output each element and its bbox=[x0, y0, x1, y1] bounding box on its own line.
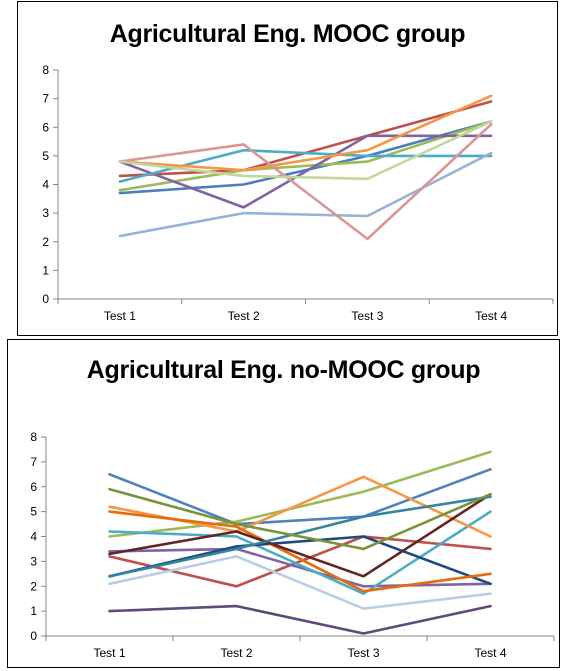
series-line-4 bbox=[108, 547, 492, 588]
y-tick-label: 7 bbox=[42, 92, 49, 106]
y-tick-label: 2 bbox=[42, 235, 49, 249]
x-tick-label: Test 4 bbox=[474, 646, 506, 660]
chart-title: Agricultural Eng. no-MOOC group bbox=[86, 356, 481, 384]
x-tick-label: Test 4 bbox=[475, 309, 507, 323]
series-line-1 bbox=[108, 468, 492, 526]
y-tick-label: 8 bbox=[42, 63, 49, 77]
y-tick-label: 0 bbox=[30, 629, 37, 643]
series-line-8 bbox=[118, 123, 493, 241]
y-tick-label: 1 bbox=[42, 263, 49, 277]
line-chart-no-mooc: 0 1 2 3 4 5 6 7 8 Test 1 Test 2 Test 3 Test 4 bbox=[30, 430, 555, 660]
y-tick-label: 0 bbox=[42, 292, 49, 306]
chart-title: Agricultural Eng. MOOC group bbox=[109, 20, 466, 48]
y-tick-label: 3 bbox=[30, 554, 37, 568]
series-line-3 bbox=[108, 450, 492, 538]
series-line-9 bbox=[118, 120, 493, 181]
series-line-7 bbox=[118, 151, 493, 238]
x-tick-label: Test 1 bbox=[104, 309, 136, 323]
chart-panel-no-mooc: Agricultural Eng. no-MOOC group 0 1 2 3 4 5 6 7… bbox=[7, 339, 560, 668]
chart-panel-mooc: Agricultural Eng. MOOC group 0 1 2 3 4 5 6 7 8 Te… bbox=[17, 1, 558, 336]
series-line-13 bbox=[108, 604, 492, 635]
y-tick-label: 6 bbox=[30, 480, 37, 494]
series-line-10 bbox=[108, 492, 492, 578]
series-line-5 bbox=[108, 510, 492, 595]
y-tick-label: 5 bbox=[30, 505, 37, 519]
series-line-3 bbox=[118, 120, 493, 192]
y-tick-label: 8 bbox=[30, 430, 37, 444]
line-chart-mooc: 0 1 2 3 4 5 6 7 8 Test 1 Test 2 Test 3 Test 4 bbox=[42, 63, 554, 323]
x-tick-label: Test 3 bbox=[351, 309, 383, 323]
y-tick-label: 2 bbox=[30, 579, 37, 593]
series-line-11 bbox=[108, 495, 492, 578]
y-tick-label: 4 bbox=[30, 530, 37, 544]
series-line-9 bbox=[108, 555, 492, 610]
x-tick-label: Test 3 bbox=[347, 646, 379, 660]
series-line-8 bbox=[108, 510, 492, 593]
y-tick-label: 4 bbox=[42, 178, 49, 192]
series-line-4 bbox=[118, 134, 493, 209]
y-tick-label: 6 bbox=[42, 120, 49, 134]
x-tick-label: Test 2 bbox=[220, 646, 252, 660]
series-line-6 bbox=[118, 94, 493, 172]
x-tick-label: Test 2 bbox=[228, 309, 260, 323]
y-tick-label: 3 bbox=[42, 206, 49, 220]
y-tick-label: 7 bbox=[30, 455, 37, 469]
x-tick-label: Test 1 bbox=[93, 646, 125, 660]
y-tick-label: 1 bbox=[30, 604, 37, 618]
y-tick-label: 5 bbox=[42, 149, 49, 163]
series-line-12 bbox=[108, 487, 492, 551]
